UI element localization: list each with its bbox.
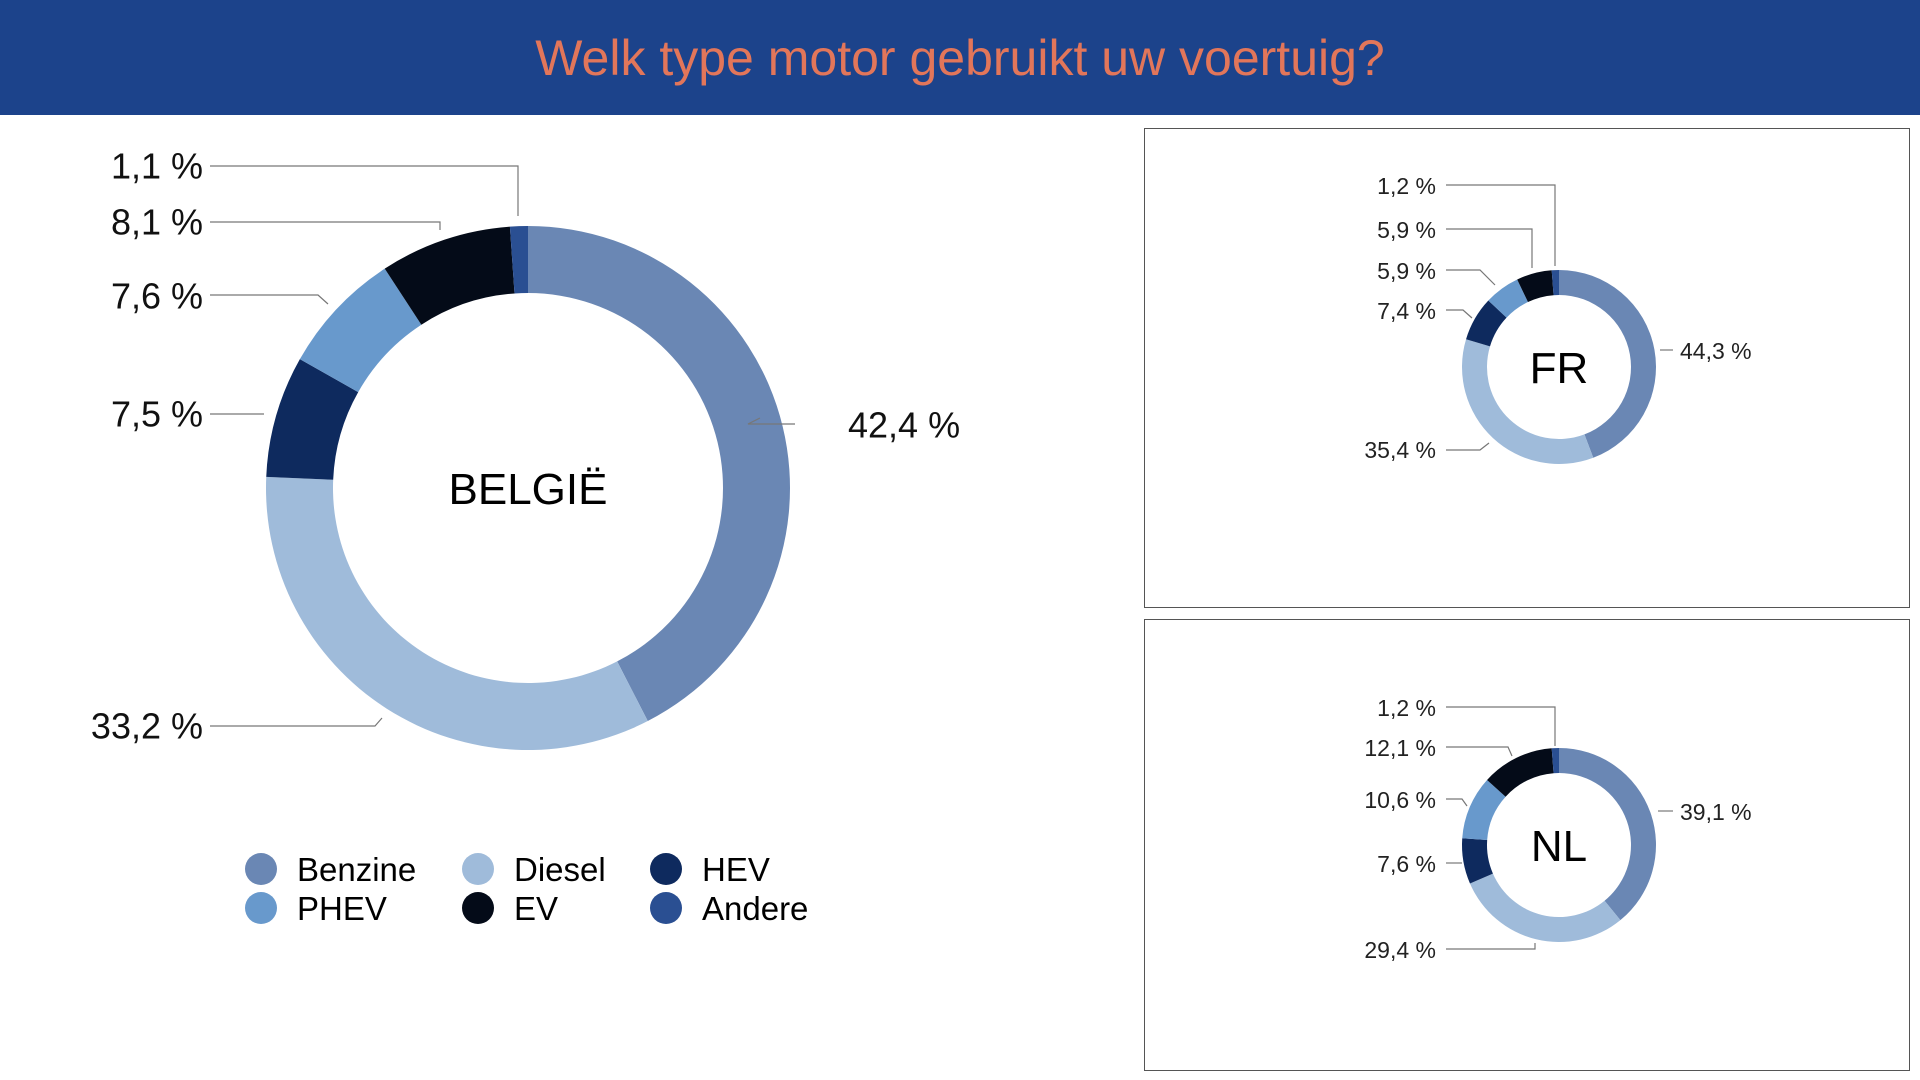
nl-leader-line-ev xyxy=(1446,746,1513,757)
legend-label-andere: Andere xyxy=(702,890,808,927)
belgie-slice-phev xyxy=(299,268,422,393)
nl-donut-chart: 39,1 % 29,4 % 7,6 % 10,6 % 12,1 % 1,2 % NL xyxy=(1364,695,1751,963)
legend-label-benzine: Benzine xyxy=(297,851,416,888)
nl-slice-diesel xyxy=(1469,873,1621,942)
legend-swatch-phev xyxy=(245,892,277,924)
legend-label-phev: PHEV xyxy=(297,890,387,927)
legend-item-ev: EV xyxy=(462,890,558,927)
nl-leader-line-diesel xyxy=(1446,943,1536,950)
nl-value-label-phev: 10,6 % xyxy=(1364,787,1436,813)
fr-donut-chart: 44,3 % 35,4 % 7,4 % 5,9 % 5,9 % 1,2 % FR xyxy=(1364,173,1752,464)
belgie-slice-andere xyxy=(509,226,528,294)
belgie-value-label-andere: 1,1 % xyxy=(111,146,203,187)
fr-value-label-ev: 5,9 % xyxy=(1377,217,1436,243)
fr-leader-line-diesel xyxy=(1446,442,1490,451)
nl-value-label-hev: 7,6 % xyxy=(1377,851,1436,877)
belgie-slice-benzine xyxy=(528,226,791,722)
fr-leader-line-phev xyxy=(1446,269,1496,286)
belgie-leader-line-ev xyxy=(210,221,441,230)
belgie-value-label-hev: 7,5 % xyxy=(111,394,203,435)
fr-value-label-benzine: 44,3 % xyxy=(1680,338,1752,364)
nl-slice-benzine xyxy=(1559,748,1656,921)
nl-slice-phev xyxy=(1462,779,1506,841)
fr-center-title: FR xyxy=(1530,344,1589,393)
belgie-slice-ev xyxy=(384,226,515,325)
legend-item-benzine: Benzine xyxy=(245,851,416,888)
nl-panel xyxy=(1144,619,1910,1071)
belgie-value-label-benzine: 42,4 % xyxy=(848,405,960,446)
legend-item-diesel: Diesel xyxy=(462,851,606,888)
nl-value-label-diesel: 29,4 % xyxy=(1364,937,1436,963)
nl-value-label-benzine: 39,1 % xyxy=(1680,799,1752,825)
nl-slice-ev xyxy=(1487,748,1554,797)
fr-slice-phev xyxy=(1488,279,1528,318)
belgie-leader-line-diesel xyxy=(210,717,383,727)
belgie-leader-line-phev xyxy=(210,294,329,305)
fr-value-label-andere: 1,2 % xyxy=(1377,173,1436,199)
legend-label-hev: HEV xyxy=(702,851,770,888)
nl-value-label-andere: 1,2 % xyxy=(1377,695,1436,721)
fr-slice-ev xyxy=(1517,270,1554,303)
page-title: Welk type motor gebruikt uw voertuig? xyxy=(535,29,1385,86)
belgie-center-title: BELGIË xyxy=(449,465,608,514)
nl-slice-hev xyxy=(1461,838,1493,884)
belgie-value-label-ev: 8,1 % xyxy=(111,202,203,243)
fr-slice-andere xyxy=(1551,270,1559,296)
legend-swatch-ev xyxy=(462,892,494,924)
belgie-value-label-phev: 7,6 % xyxy=(111,276,203,317)
nl-center-title: NL xyxy=(1531,822,1587,871)
nl-slice-andere xyxy=(1551,748,1559,774)
belgie-leader-line-andere xyxy=(210,165,519,216)
fr-leader-line-andere xyxy=(1446,184,1556,266)
legend-swatch-hev xyxy=(650,853,682,885)
legend-item-phev: PHEV xyxy=(245,890,387,927)
legend-label-ev: EV xyxy=(514,890,558,927)
belgie-leader-line-benzine xyxy=(747,417,795,425)
fr-slice-hev xyxy=(1466,300,1507,347)
belgie-slice-hev xyxy=(266,359,359,480)
legend-swatch-diesel xyxy=(462,853,494,885)
fr-leader-line-ev xyxy=(1446,228,1533,268)
legend-item-hev: HEV xyxy=(650,851,770,888)
fr-slice-diesel xyxy=(1462,339,1594,464)
nl-leader-line-phev xyxy=(1446,798,1468,807)
nl-value-label-ev: 12,1 % xyxy=(1364,735,1436,761)
fr-value-label-hev: 7,4 % xyxy=(1377,298,1436,324)
legend-item-andere: Andere xyxy=(650,890,808,927)
legend-swatch-benzine xyxy=(245,853,277,885)
belgie-donut-chart: 42,4 % 33,2 % 7,5 % 7,6 % 8,1 % 1,1 % BELGIË xyxy=(91,146,960,750)
fr-value-label-phev: 5,9 % xyxy=(1377,258,1436,284)
header-bar: Welk type motor gebruikt uw voertuig? xyxy=(0,0,1920,115)
fr-leader-line-hev xyxy=(1446,309,1473,319)
fr-panel xyxy=(1144,128,1910,608)
fr-slice-benzine xyxy=(1559,270,1656,458)
nl-leader-line-andere xyxy=(1446,706,1556,746)
belgie-value-label-diesel: 33,2 % xyxy=(91,706,203,747)
legend-label-diesel: Diesel xyxy=(514,851,606,888)
belgie-slice-diesel xyxy=(266,476,648,750)
fr-value-label-diesel: 35,4 % xyxy=(1364,437,1436,463)
legend-swatch-andere xyxy=(650,892,682,924)
legend: Benzine Diesel HEV PHEV EV Andere xyxy=(245,851,808,927)
